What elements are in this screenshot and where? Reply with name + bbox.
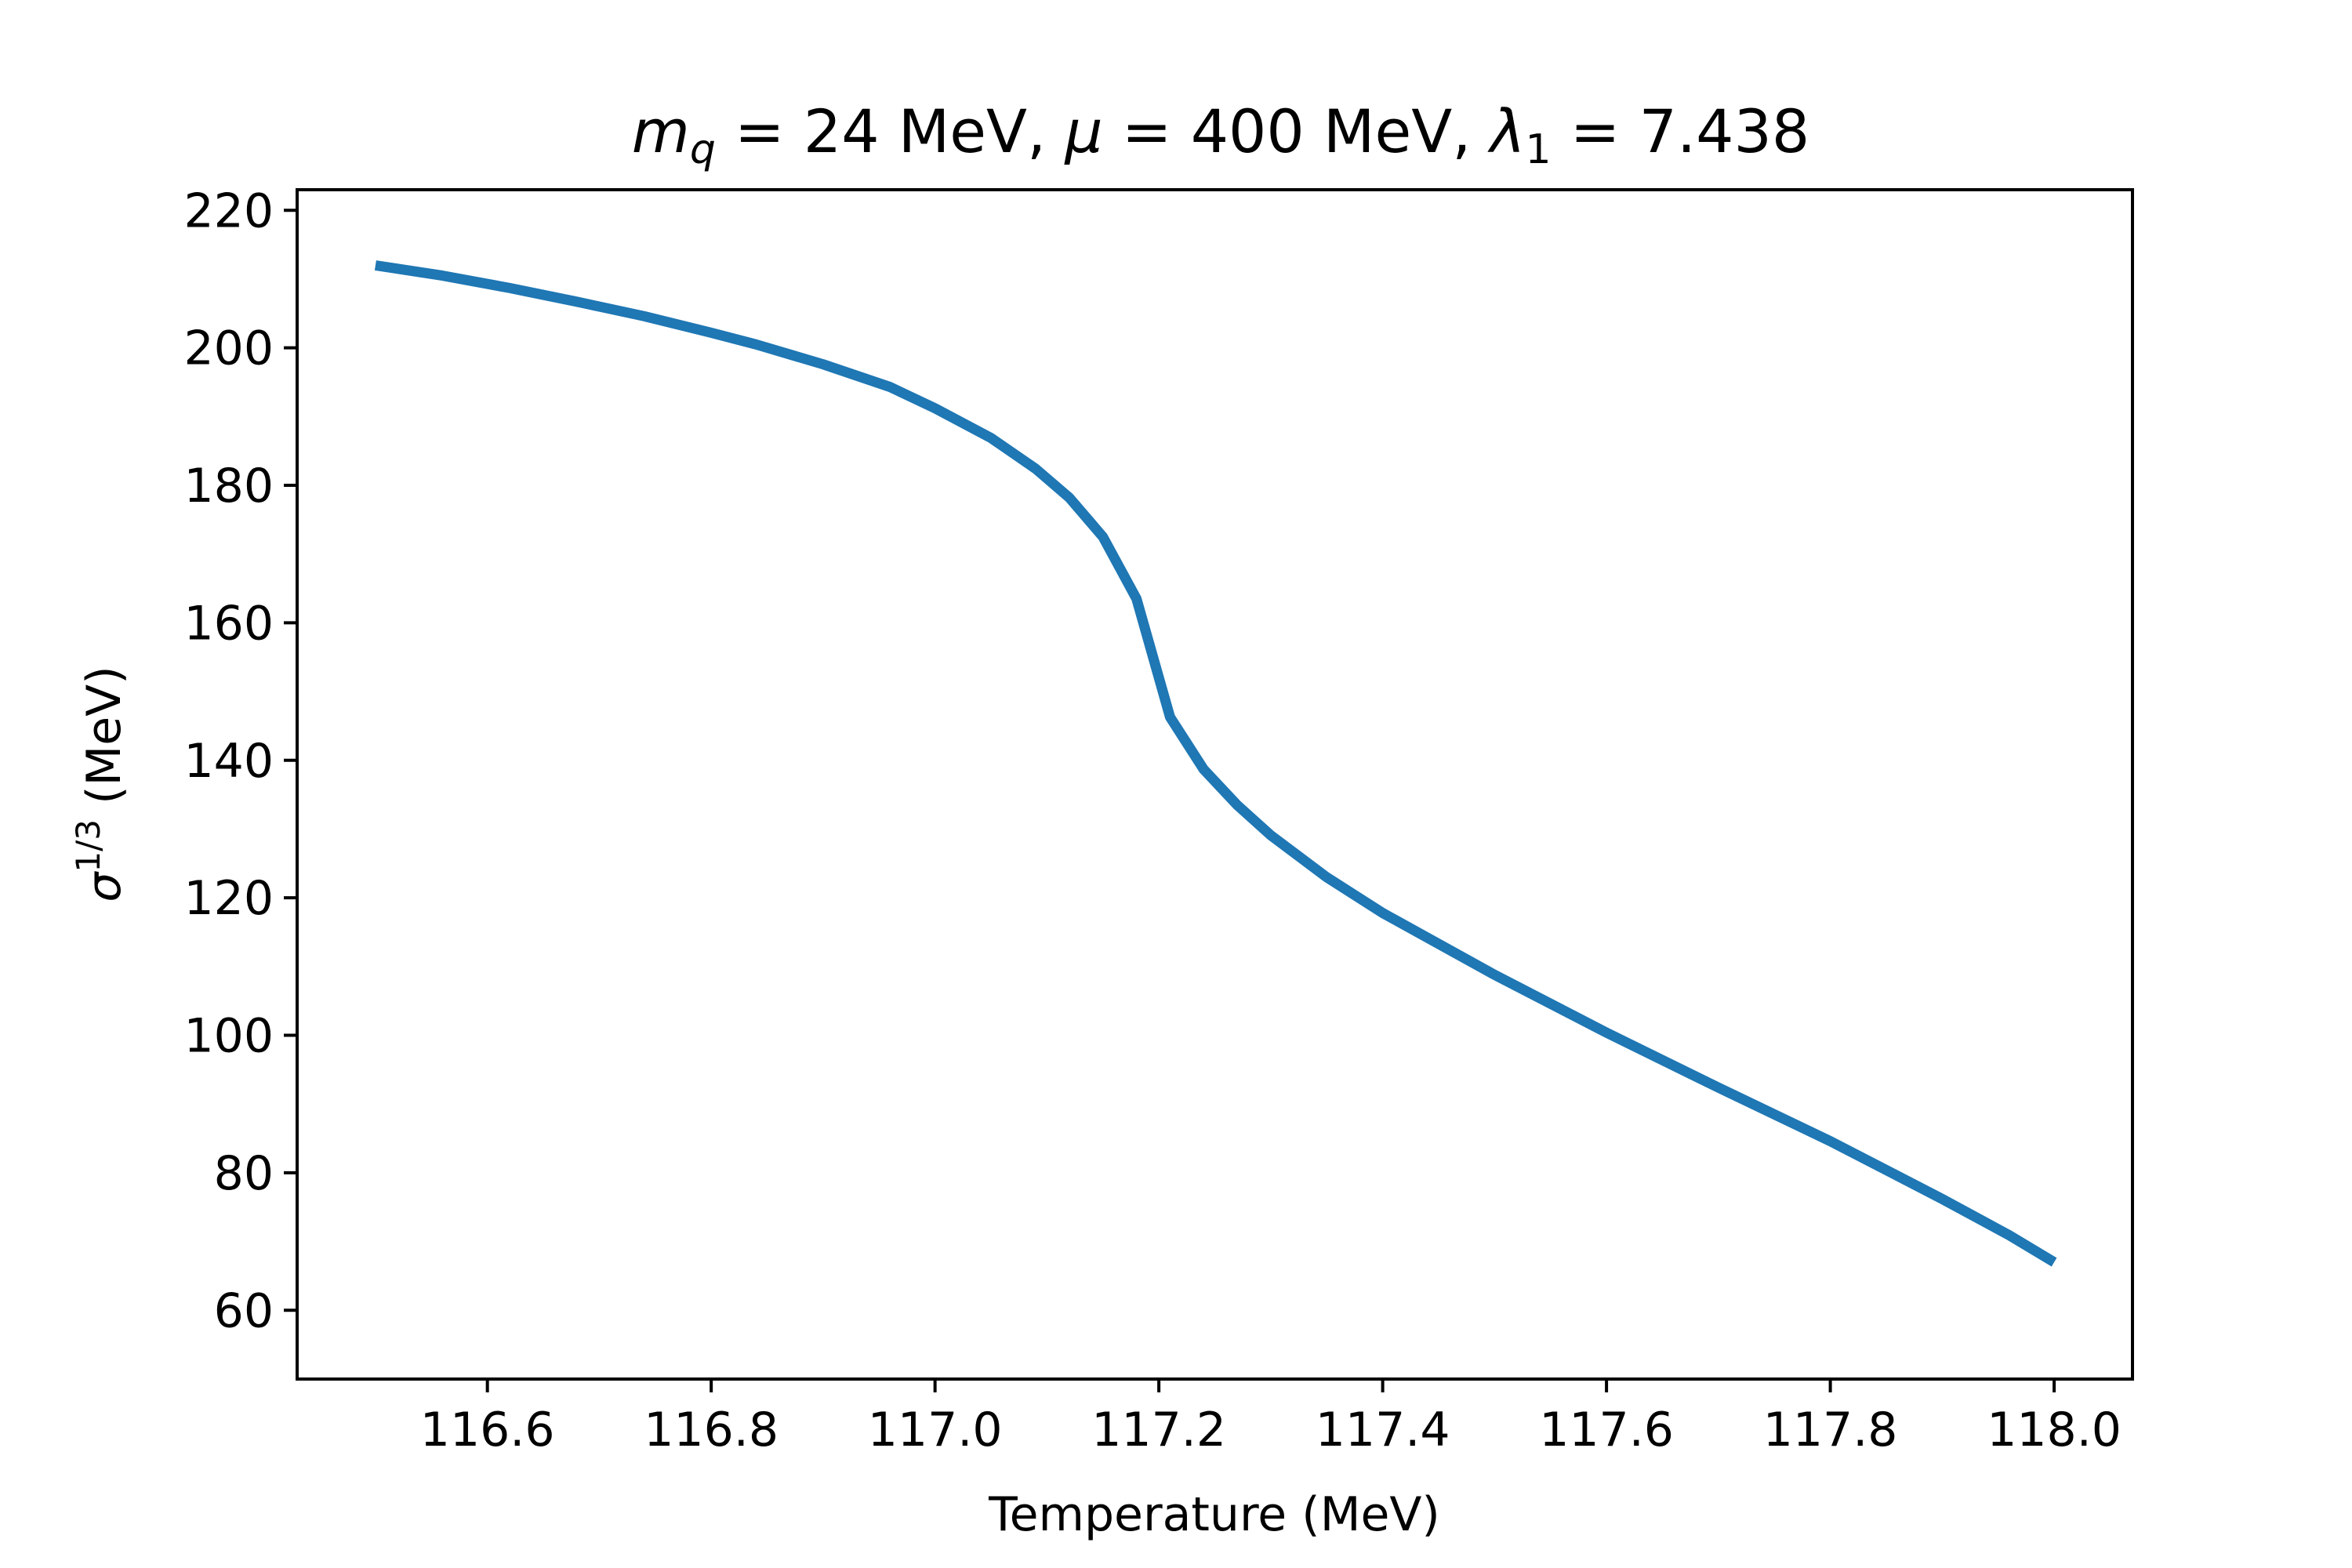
x-axis-label: Temperature (MeV) <box>988 1487 1440 1542</box>
y-tick-label: 120 <box>183 871 274 926</box>
plot-area-frame <box>296 188 2134 1381</box>
y-tick-label: 80 <box>214 1146 274 1201</box>
y-axis-ticks: 60 80 100 120 140 160 180 200 220 <box>183 183 297 1338</box>
x-tick-label: 117.6 <box>1539 1403 1674 1457</box>
x-tick-label: 116.6 <box>420 1403 555 1457</box>
y-axis-label: σ1/3 (MeV) <box>69 666 132 902</box>
y-tick-label: 200 <box>183 321 274 376</box>
line-series-group <box>374 260 2057 1267</box>
y-tick-label: 140 <box>183 734 274 789</box>
y-tick-label: 180 <box>183 459 274 514</box>
series-line <box>374 260 2057 1267</box>
x-tick-label: 118.0 <box>1987 1403 2122 1457</box>
x-tick-label: 117.8 <box>1763 1403 1898 1457</box>
y-tick-label: 220 <box>183 183 274 238</box>
x-tick-label: 117.2 <box>1091 1403 1226 1457</box>
x-tick-label: 117.4 <box>1316 1403 1450 1457</box>
y-tick-label: 160 <box>183 596 274 651</box>
x-axis-ticks: 116.6 116.8 117.0 117.2 117.4 117.6 117.8 118.0 <box>420 1379 2122 1457</box>
chart-title: mq = 24 MeV, μ = 400 MeV, λ1 = 7.438 <box>632 96 1809 173</box>
y-tick-label: 60 <box>214 1283 274 1338</box>
x-tick-label: 117.0 <box>868 1403 1003 1457</box>
x-tick-label: 116.8 <box>644 1403 779 1457</box>
y-tick-label: 100 <box>183 1009 274 1064</box>
